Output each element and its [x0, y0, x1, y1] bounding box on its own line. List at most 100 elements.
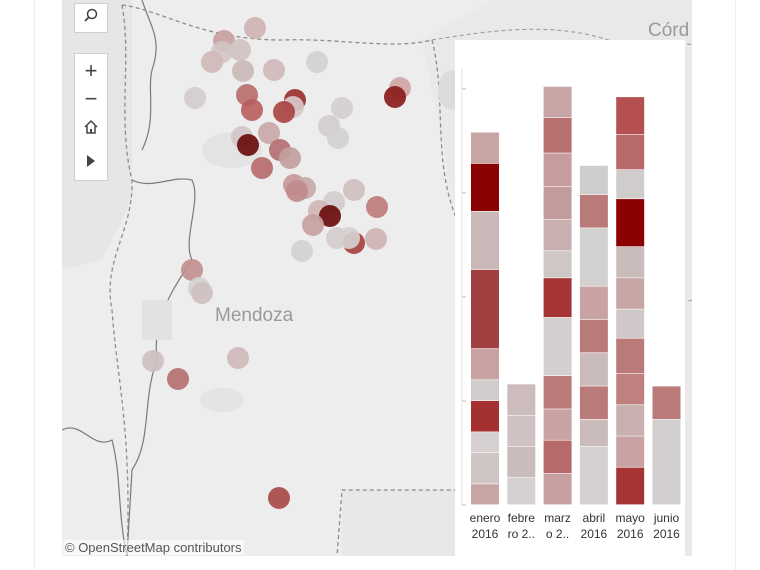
map-point[interactable] [244, 17, 266, 39]
map-point[interactable] [258, 122, 280, 144]
bar-segment[interactable] [507, 477, 536, 505]
map-attribution: © OpenStreetMap contributors [63, 540, 244, 555]
x-tick-label: junio 2016 [653, 511, 680, 541]
x-tick-label: mayo 2016 [615, 511, 645, 541]
bar-segment[interactable] [543, 86, 572, 118]
home-icon [83, 119, 99, 140]
bar-segment[interactable] [471, 348, 499, 380]
bar-segment[interactable] [579, 446, 608, 505]
bar-segment[interactable] [543, 117, 572, 153]
map-point[interactable] [237, 134, 259, 156]
map-point[interactable] [338, 227, 360, 249]
bar-segment[interactable] [616, 338, 645, 374]
map-point[interactable] [263, 59, 285, 81]
bar-segment[interactable] [579, 228, 608, 286]
stacked-bar-chart: enero 2016 febre ro 2.. marz o 2.. abril 2016 ma… [455, 40, 685, 556]
map-point[interactable] [343, 179, 365, 201]
bar-segment[interactable] [471, 432, 499, 453]
bar-segment[interactable] [471, 452, 499, 484]
map-point[interactable] [366, 196, 388, 218]
bar-segment[interactable] [543, 375, 572, 409]
map-point[interactable] [273, 101, 295, 123]
x-tick-label: abril 2016 [580, 511, 608, 541]
bar-segment[interactable] [616, 97, 645, 134]
bar-segment[interactable] [471, 484, 499, 505]
map-search-button[interactable] [74, 3, 108, 33]
play-triangle-icon [85, 154, 97, 173]
bar-segment[interactable] [471, 163, 499, 211]
bar-segment[interactable] [579, 353, 608, 386]
bar-segment[interactable] [616, 134, 645, 170]
map-point[interactable] [241, 99, 263, 121]
search-icon [83, 8, 99, 29]
bar-segment[interactable] [616, 467, 645, 505]
home-button[interactable] [75, 114, 107, 144]
bar-segment[interactable] [652, 386, 681, 420]
bar-segment[interactable] [579, 319, 608, 353]
bar-segment[interactable] [616, 373, 645, 405]
bar-segment[interactable] [471, 269, 499, 349]
bar-segment[interactable] [507, 415, 536, 447]
map-point[interactable] [227, 347, 249, 369]
map-point[interactable] [384, 86, 406, 108]
bar-segment[interactable] [616, 309, 645, 338]
bar-segment[interactable] [652, 419, 681, 505]
bar-segment[interactable] [543, 153, 572, 187]
map-point[interactable] [184, 87, 206, 109]
bar-segment[interactable] [616, 405, 645, 436]
bar-segment[interactable] [616, 246, 645, 278]
map-point[interactable] [181, 259, 203, 281]
city-label-cordoba: Córd [648, 20, 690, 41]
bar-segment[interactable] [471, 211, 499, 270]
x-tick-label: febre ro 2.. [507, 511, 535, 541]
map-point[interactable] [229, 39, 251, 61]
map-point[interactable] [191, 282, 213, 304]
map-point[interactable] [167, 368, 189, 390]
bar-segment[interactable] [471, 380, 499, 401]
map-point[interactable] [286, 180, 308, 202]
map-point[interactable] [142, 350, 164, 372]
bar-segment[interactable] [507, 384, 536, 415]
chart-plot [461, 68, 681, 506]
map-points-layer[interactable] [62, 0, 692, 556]
bar-segment[interactable] [507, 446, 536, 478]
map-zoom-controls: + − [74, 53, 108, 181]
bar-segment[interactable] [579, 419, 608, 447]
x-tick-label: marz o 2.. [544, 511, 571, 541]
bar-segment[interactable] [616, 436, 645, 467]
bar-segment[interactable] [471, 400, 499, 432]
map-point[interactable] [291, 240, 313, 262]
bar-segment[interactable] [471, 132, 499, 164]
expand-toolbar-button[interactable] [75, 148, 107, 178]
bar-segment[interactable] [579, 386, 608, 420]
bar-segment[interactable] [543, 409, 572, 440]
zoom-out-button[interactable]: − [84, 86, 98, 111]
map-point[interactable] [327, 127, 349, 149]
bar-segment[interactable] [543, 440, 572, 474]
map-point[interactable] [331, 97, 353, 119]
x-tick-label: enero 2016 [469, 511, 501, 541]
bar-segment[interactable] [616, 278, 645, 309]
bar-segment[interactable] [543, 186, 572, 220]
map-point[interactable] [251, 157, 273, 179]
zoom-in-button[interactable]: + [84, 58, 98, 83]
bar-segment[interactable] [616, 199, 645, 247]
bar-segment[interactable] [543, 251, 572, 278]
bar-segment[interactable] [543, 473, 572, 505]
map-point[interactable] [302, 214, 324, 236]
map-point[interactable] [319, 205, 341, 227]
bar-segment[interactable] [543, 317, 572, 376]
map-point[interactable] [268, 487, 290, 509]
map-point[interactable] [306, 51, 328, 73]
bar-segment[interactable] [579, 194, 608, 228]
bar-segment[interactable] [579, 286, 608, 320]
map-point[interactable] [365, 228, 387, 250]
map-point[interactable] [201, 51, 223, 73]
bar-segment[interactable] [543, 219, 572, 251]
map-point[interactable] [279, 147, 301, 169]
bar-segment[interactable] [579, 165, 608, 195]
bar-segment[interactable] [616, 169, 645, 199]
map-point[interactable] [232, 60, 254, 82]
bar-segment[interactable] [543, 278, 572, 318]
region-label-mendoza: Mendoza [215, 305, 294, 326]
